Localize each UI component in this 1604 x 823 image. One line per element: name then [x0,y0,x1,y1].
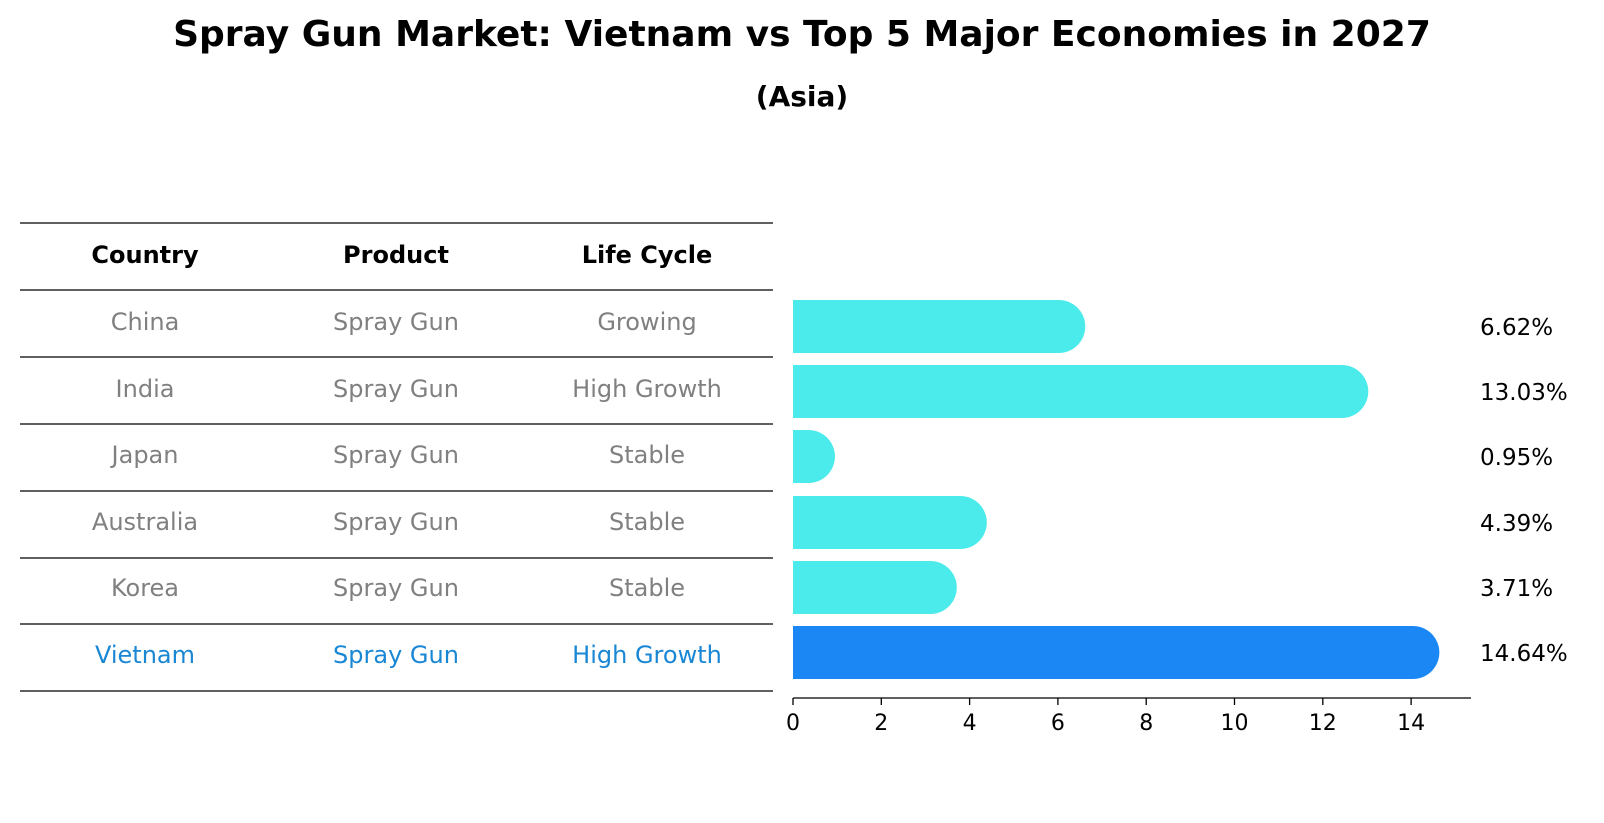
table-cell-product: Spray Gun [333,375,459,403]
table-header-life-cycle: Life Cycle [582,241,713,269]
table-cell-country: Japan [110,441,179,469]
table-cell-product: Spray Gun [333,441,459,469]
x-tick-label: 8 [1139,711,1153,736]
table-header-country: Country [91,241,199,269]
table-cell-life-cycle: Stable [609,508,685,536]
value-label-australia: 4.39% [1480,511,1553,537]
chart-subtitle: (Asia) [755,80,849,113]
value-label-india: 13.03% [1480,380,1568,406]
table-cell-life-cycle: High Growth [572,375,722,403]
value-labels: 6.62% 13.03% 0.95% 4.39% 3.71% 14.64% [1480,315,1568,667]
chart-title: Spray Gun Market: Vietnam vs Top 5 Major… [173,14,1431,55]
x-tick-label: 10 [1221,711,1249,736]
table-cell-country: China [111,308,180,336]
table-cell-product: Spray Gun [333,641,459,669]
bar-india [793,365,1369,418]
table-cell-country: Vietnam [95,641,195,669]
x-tick-label: 2 [874,711,888,736]
table-cell-life-cycle: High Growth [572,641,722,669]
value-label-japan: 0.95% [1480,445,1553,471]
table-cell-country: India [116,375,175,403]
table-cell-country: Korea [111,574,179,602]
x-tick-label: 0 [786,711,800,736]
bar-japan [793,430,835,483]
data-table: Country Product Life Cycle China Spray Gun Gr… [20,222,773,692]
table-cell-country: Australia [92,508,198,536]
table-cell-product: Spray Gun [333,574,459,602]
bar-series [793,300,1440,679]
x-tick-label: 4 [963,711,977,736]
table-header-product: Product [343,241,449,269]
table-cell-life-cycle: Growing [597,308,696,336]
x-tick-label: 6 [1051,711,1065,736]
table-cell-product: Spray Gun [333,308,459,336]
x-axis: 0 2 4 6 8 10 12 14 [786,697,1471,736]
bar-vietnam [793,626,1440,679]
value-label-korea: 3.71% [1480,576,1553,602]
bar-korea [793,561,957,614]
table-cell-product: Spray Gun [333,508,459,536]
x-tick-label: 12 [1309,711,1337,736]
x-tick-label: 14 [1397,711,1425,736]
table-cell-life-cycle: Stable [609,441,685,469]
value-label-china: 6.62% [1480,315,1553,341]
bar-australia [793,496,987,549]
value-label-vietnam: 14.64% [1480,641,1568,667]
bar-china [793,300,1086,353]
table-cell-life-cycle: Stable [609,574,685,602]
